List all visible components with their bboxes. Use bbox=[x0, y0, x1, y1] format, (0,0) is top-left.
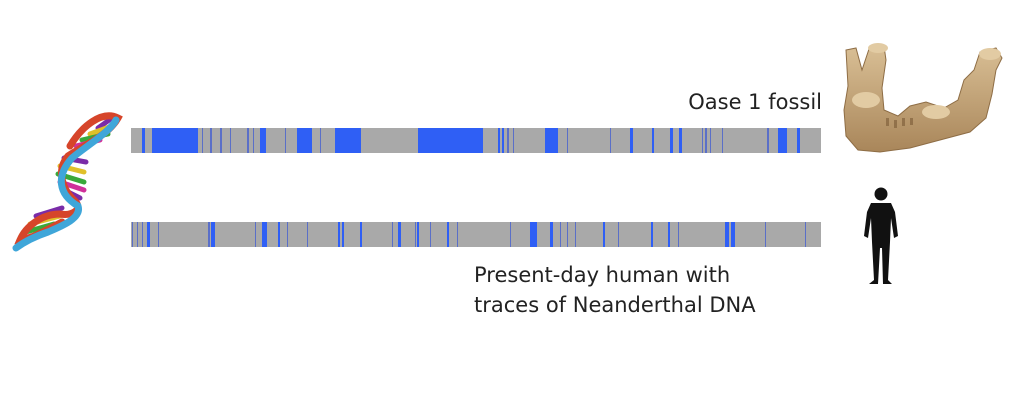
neanderthal-dna-segment bbox=[392, 222, 393, 247]
neanderthal-dna-segment bbox=[137, 222, 138, 247]
present-day-human-label-line1: Present-day human with bbox=[474, 263, 731, 287]
neanderthal-dna-segment bbox=[202, 128, 203, 153]
neanderthal-dna-segment bbox=[618, 222, 619, 247]
neanderthal-dna-segment bbox=[335, 128, 361, 153]
neanderthal-dna-segment bbox=[447, 222, 449, 247]
neanderthal-dna-segment bbox=[679, 128, 682, 153]
neanderthal-dna-segment bbox=[652, 128, 654, 153]
dna-helix-icon bbox=[12, 112, 123, 252]
neanderthal-dna-segment bbox=[297, 128, 312, 153]
neanderthal-dna-segment bbox=[507, 128, 509, 153]
neanderthal-dna-segment bbox=[158, 222, 159, 247]
neanderthal-dna-segment bbox=[510, 222, 511, 247]
neanderthal-dna-segment bbox=[567, 222, 568, 247]
present-day-human-label: Present-day human with traces of Neander… bbox=[474, 260, 756, 320]
neanderthal-dna-segment bbox=[287, 222, 288, 247]
neanderthal-dna-segment bbox=[342, 222, 344, 247]
neanderthal-dna-segment bbox=[247, 128, 249, 153]
neanderthal-dna-segment bbox=[550, 222, 553, 247]
neanderthal-dna-segment bbox=[670, 128, 673, 153]
neanderthal-dna-segment bbox=[567, 128, 568, 153]
neanderthal-dna-segment bbox=[255, 222, 256, 247]
neanderthal-dna-segment bbox=[142, 222, 143, 247]
neanderthal-dna-segment bbox=[575, 222, 576, 247]
neanderthal-dna-segment bbox=[457, 222, 458, 247]
neanderthal-dna-segment bbox=[220, 128, 222, 153]
neanderthal-dna-segment bbox=[260, 128, 266, 153]
human-silhouette-icon bbox=[864, 187, 898, 284]
neanderthal-dna-segment bbox=[610, 128, 611, 153]
neanderthal-dna-segment bbox=[142, 128, 145, 153]
neanderthal-dna-segment bbox=[430, 222, 431, 247]
neanderthal-dna-segment bbox=[651, 222, 653, 247]
neanderthal-dna-segment bbox=[253, 128, 254, 153]
neanderthal-dna-segment bbox=[502, 128, 504, 153]
neanderthal-dna-segment bbox=[147, 222, 150, 247]
neanderthal-dna-segment bbox=[725, 222, 729, 247]
neanderthal-dna-segment bbox=[417, 222, 419, 247]
neanderthal-dna-segment bbox=[278, 222, 280, 247]
neanderthal-dna-segment bbox=[230, 128, 231, 153]
neanderthal-dna-segment bbox=[603, 222, 605, 247]
neanderthal-dna-segment bbox=[285, 128, 286, 153]
neanderthal-dna-segment bbox=[320, 128, 321, 153]
neanderthal-dna-segment bbox=[498, 128, 500, 153]
neanderthal-dna-segment bbox=[722, 128, 723, 153]
neanderthal-dna-segment bbox=[208, 222, 210, 247]
neanderthal-dna-segment bbox=[668, 222, 670, 247]
neanderthal-dna-segment bbox=[767, 128, 769, 153]
neanderthal-dna-segment bbox=[530, 222, 537, 247]
neanderthal-dna-segment bbox=[262, 222, 267, 247]
neanderthal-dna-segment bbox=[710, 128, 711, 153]
neanderthal-dna-segment bbox=[545, 128, 558, 153]
neanderthal-dna-segment bbox=[702, 128, 703, 153]
oase-genome-bar bbox=[131, 128, 821, 153]
neanderthal-dna-segment bbox=[513, 128, 514, 153]
neanderthal-dna-segment bbox=[705, 128, 707, 153]
neanderthal-dna-segment bbox=[415, 222, 416, 247]
neanderthal-dna-segment bbox=[778, 128, 787, 153]
neanderthal-dna-segment bbox=[560, 222, 561, 247]
neanderthal-dna-segment bbox=[338, 222, 340, 247]
neanderthal-dna-segment bbox=[398, 222, 401, 247]
neanderthal-dna-segment bbox=[678, 222, 679, 247]
oase-fossil-label: Oase 1 fossil bbox=[688, 90, 822, 114]
neanderthal-dna-segment bbox=[630, 128, 633, 153]
neanderthal-dna-segment bbox=[765, 222, 766, 247]
modern-human-genome-bar bbox=[131, 222, 821, 247]
neanderthal-dna-segment bbox=[132, 222, 133, 247]
neanderthal-dna-segment bbox=[731, 222, 735, 247]
neanderthal-dna-segment bbox=[307, 222, 308, 247]
neanderthal-dna-segment bbox=[210, 128, 212, 153]
neanderthal-dna-segment bbox=[805, 222, 806, 247]
neanderthal-dna-segment bbox=[211, 222, 215, 247]
present-day-human-label-line2: traces of Neanderthal DNA bbox=[474, 293, 756, 317]
neanderthal-dna-segment bbox=[418, 128, 483, 153]
neanderthal-dna-segment bbox=[360, 222, 362, 247]
fossil-jawbone-image bbox=[843, 43, 1003, 153]
neanderthal-dna-segment bbox=[152, 128, 198, 153]
neanderthal-dna-segment bbox=[797, 128, 800, 153]
